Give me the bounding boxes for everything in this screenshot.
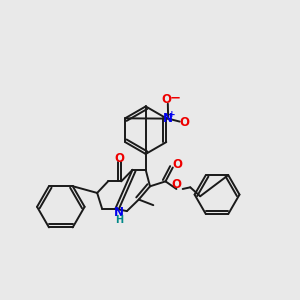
Text: N: N	[163, 112, 173, 125]
Text: O: O	[115, 152, 124, 165]
Text: O: O	[171, 178, 182, 191]
Text: H: H	[115, 215, 123, 225]
Text: O: O	[162, 93, 172, 106]
Text: N: N	[114, 206, 124, 219]
Text: −: −	[169, 91, 181, 104]
Text: O: O	[179, 116, 189, 129]
Text: O: O	[172, 158, 182, 171]
Text: +: +	[168, 110, 175, 119]
